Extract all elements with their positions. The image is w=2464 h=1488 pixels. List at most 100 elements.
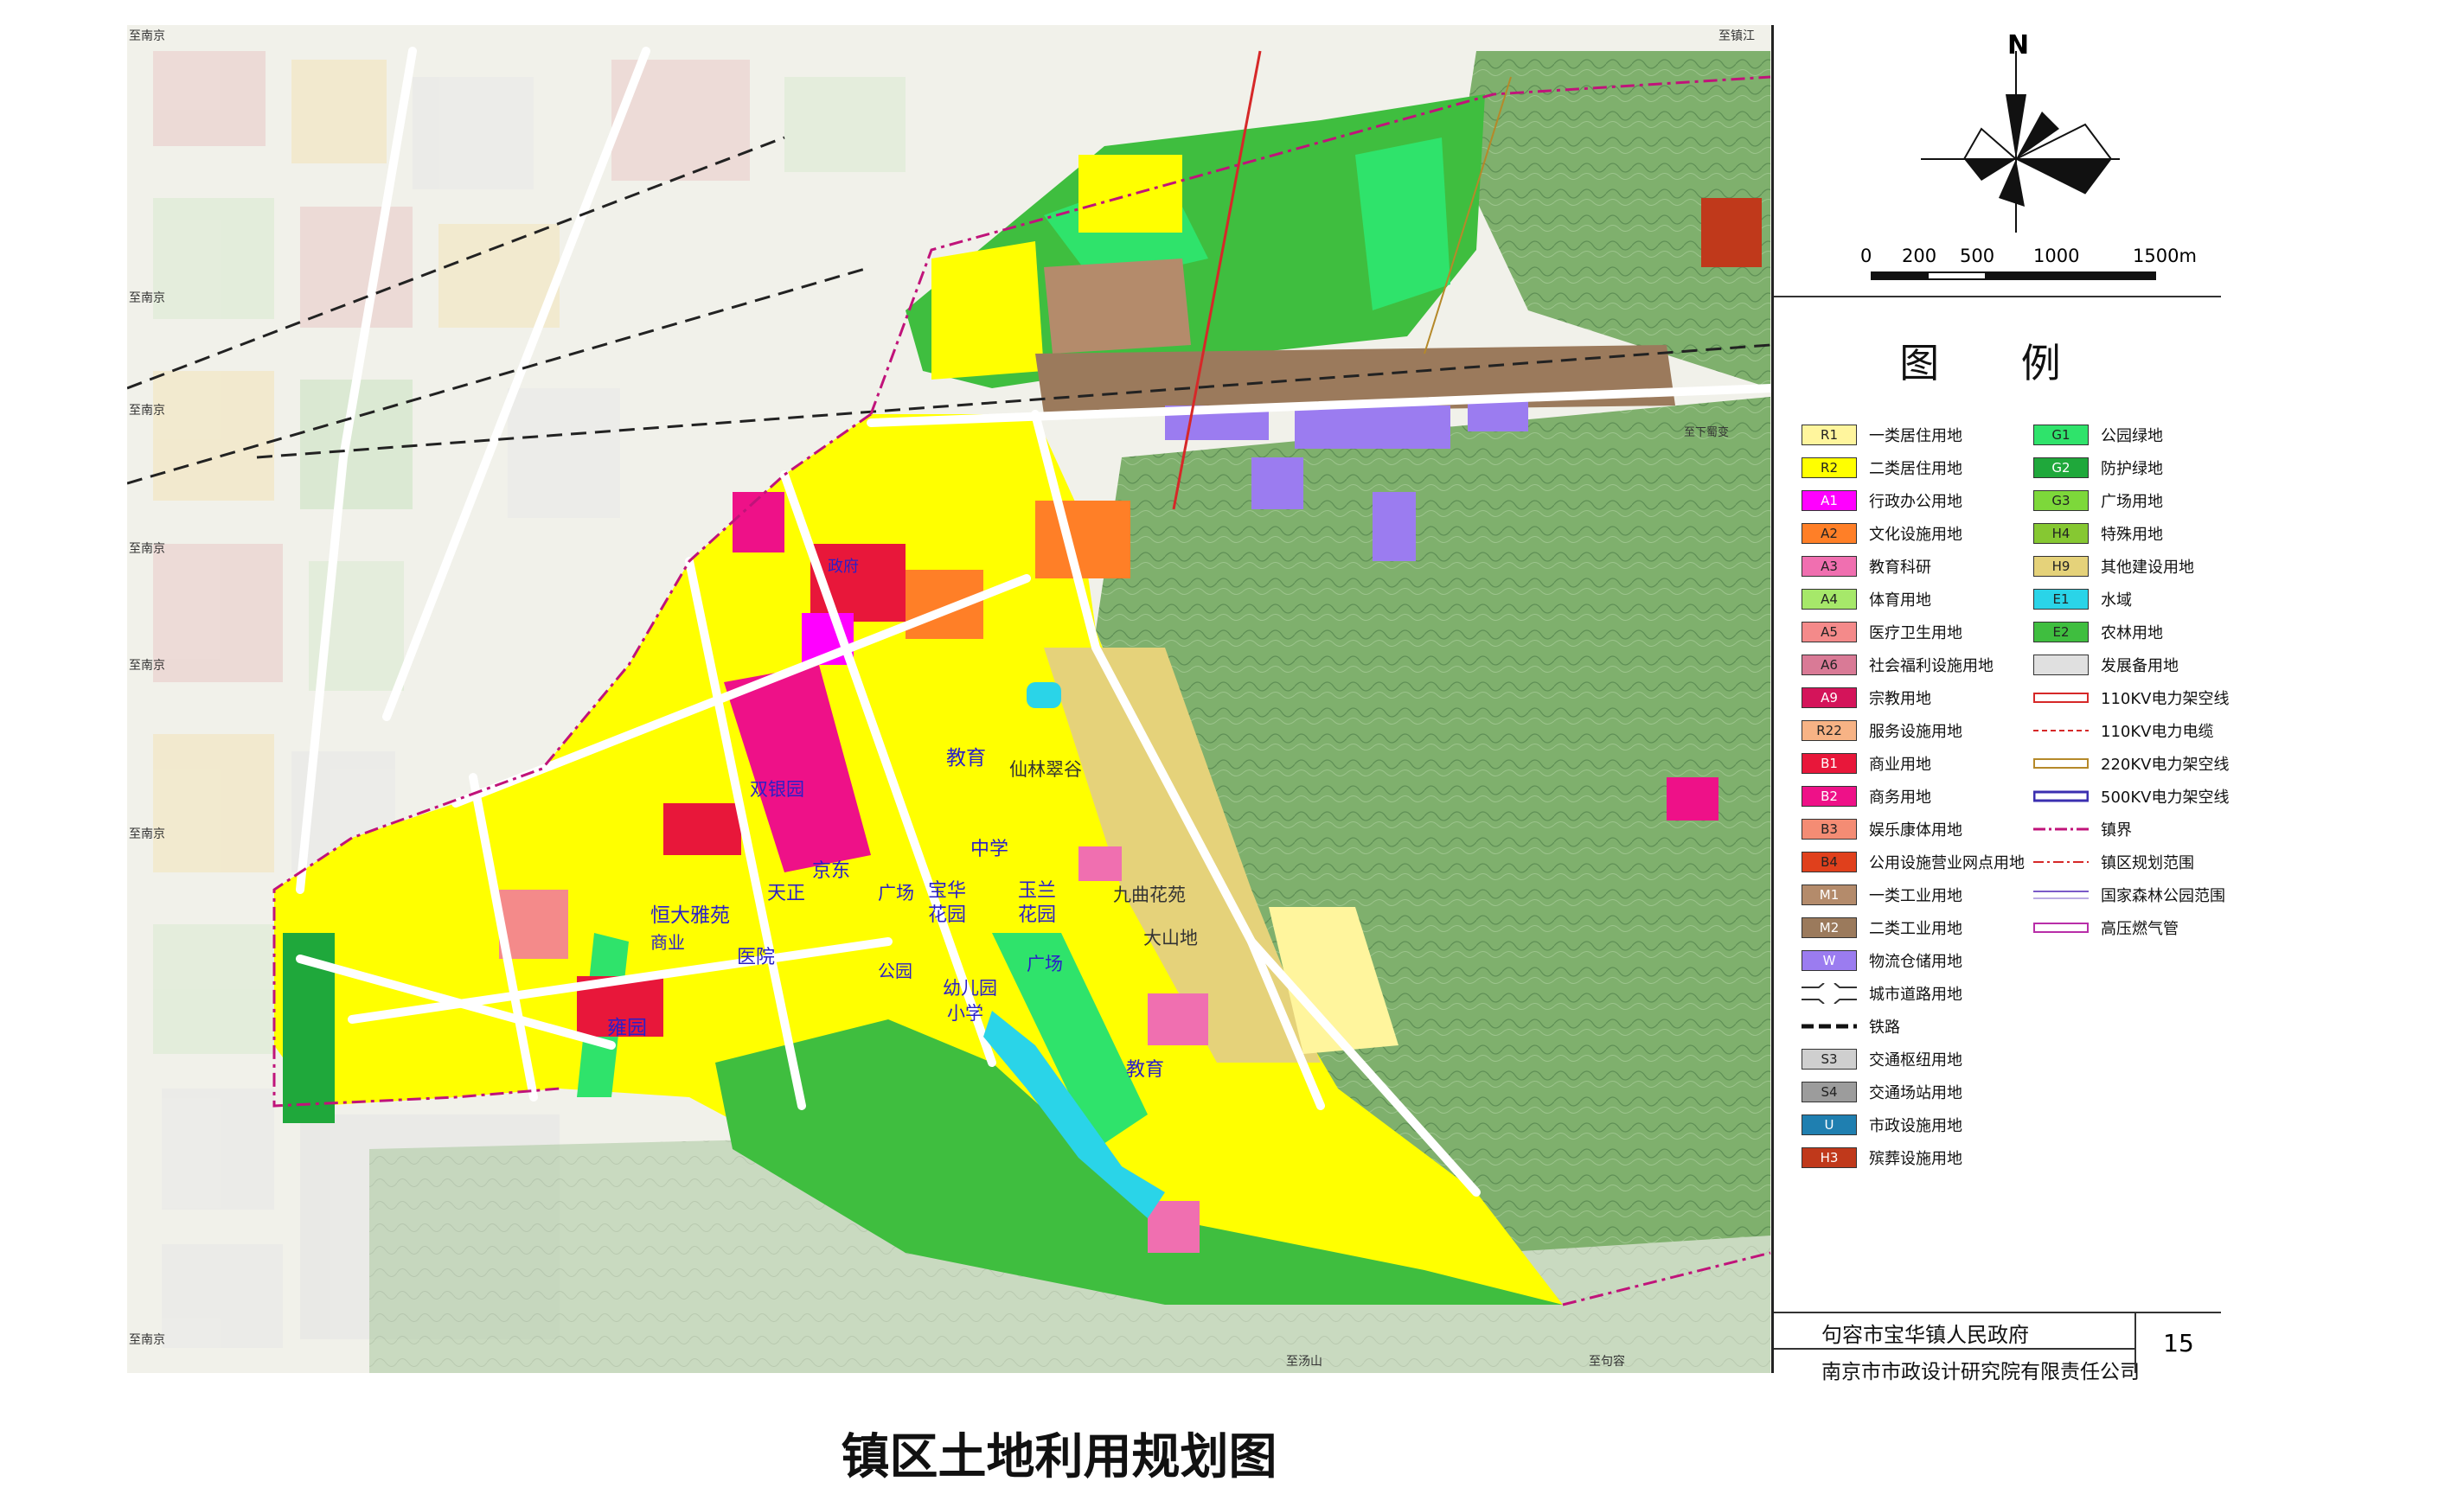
legend-item: W 物流仓储用地 <box>1802 948 1962 974</box>
legend-swatch: G2 <box>2033 457 2089 478</box>
line-swatch <box>2033 852 2089 872</box>
compass: N <box>1904 30 2128 233</box>
place-label: 九曲花苑 <box>1113 884 1186 905</box>
legend-item: 发展备用地 <box>2033 652 2179 678</box>
place-label: 京东 <box>812 860 851 882</box>
legend-swatch: A5 <box>1802 622 1857 642</box>
place-label: 广场 <box>1027 954 1063 974</box>
legend-panel: N 0 200 500 1000 1500m 图 例 R1 一类居住用地 R2 二类… <box>1771 25 2229 1383</box>
legend-swatch: H3 <box>1802 1147 1857 1168</box>
edge-label: 至南京 <box>129 291 165 305</box>
place-label-layer: 京东 天正 恒大雅苑 商业 医院 雍园 政府 双银园 教育 仙林翠谷 中学 广场… <box>127 25 1771 1373</box>
legend-item: A2 文化设施用地 <box>1802 520 1962 546</box>
place-label: 小学 <box>947 1003 983 1024</box>
road-swatch <box>1802 982 1857 1005</box>
legend-swatch: A9 <box>1802 687 1857 708</box>
legend-swatch <box>2033 655 2089 675</box>
place-label: 幼儿园 <box>943 978 997 999</box>
legend-item: U 市政设施用地 <box>1802 1112 1962 1138</box>
legend-swatch: B2 <box>1802 786 1857 807</box>
neighbour-city-blocks <box>153 51 906 1348</box>
legend-swatch: U <box>1802 1114 1857 1135</box>
railways <box>126 136 1771 485</box>
legend-item: A1 行政办公用地 <box>1802 488 1962 514</box>
legend-title: 图 例 <box>1899 340 2096 386</box>
place-label: 天正 <box>767 883 806 904</box>
footer-separator <box>1774 1348 2134 1350</box>
legend-swatch: G1 <box>2033 425 2089 445</box>
legend-item: A5 医疗卫生用地 <box>1802 619 1962 645</box>
legend-item: 220KV电力架空线 <box>2033 750 2229 776</box>
legend-item: 铁路 <box>1802 1013 1900 1039</box>
legend-item: G2 防护绿地 <box>2033 455 2163 481</box>
legend-item: E1 水域 <box>2033 586 2132 612</box>
eastern-mountain <box>1096 397 1770 1253</box>
road-network <box>296 47 1775 1197</box>
legend-item: S4 交通场站用地 <box>1802 1079 1962 1105</box>
line-swatch <box>2033 884 2089 905</box>
legend-item: S3 交通枢纽用地 <box>1802 1046 1962 1072</box>
railway-swatch <box>1802 1016 1857 1037</box>
place-label: 中学 <box>970 839 1009 860</box>
legend-item: 110KV电力架空线 <box>2033 685 2229 711</box>
legend-swatch: E1 <box>2033 589 2089 610</box>
legend-item: A6 社会福利设施用地 <box>1802 652 1994 678</box>
legend-item: G3 广场用地 <box>2033 488 2163 514</box>
legend-item: B2 商务用地 <box>1802 783 1931 809</box>
legend-swatch: A1 <box>1802 490 1857 511</box>
edge-label: 至南京 <box>129 542 165 556</box>
legend-swatch: E2 <box>2033 622 2089 642</box>
legend-item: R22 服务设施用地 <box>1802 718 1962 744</box>
legend-item: 镇区规划范围 <box>2033 849 2194 875</box>
edge-label: 至汤山 <box>1286 1355 1322 1369</box>
legend-item: 镇界 <box>2033 816 2132 842</box>
legend-item: B4 公用设施营业网点用地 <box>1802 849 2025 875</box>
legend-swatch: A4 <box>1802 589 1857 610</box>
legend-swatch: R1 <box>1802 425 1857 445</box>
legend-item: 城市道路用地 <box>1802 980 1962 1006</box>
place-label: 仙林翠谷 <box>1009 759 1082 780</box>
edge-label: 至南京 <box>129 659 165 673</box>
legend-swatch: R22 <box>1802 720 1857 741</box>
place-label: 宝华花园 <box>928 880 967 926</box>
legend-swatch: A3 <box>1802 556 1857 577</box>
power-line-110kv <box>1172 50 1262 510</box>
place-label: 双银园 <box>750 779 804 800</box>
legend-swatch: B1 <box>1802 753 1857 774</box>
legend-item: A3 教育科研 <box>1802 553 1931 579</box>
legend-swatch: A2 <box>1802 523 1857 544</box>
legend-item: 高压燃气管 <box>2033 915 2179 941</box>
footer-separator <box>1774 1312 2221 1313</box>
legend-item: M2 二类工业用地 <box>1802 915 1962 941</box>
legend-item: E2 农林用地 <box>2033 619 2163 645</box>
legend-swatch: G3 <box>2033 490 2089 511</box>
legend-swatch: S3 <box>1802 1049 1857 1070</box>
town-boundary <box>272 75 1771 1306</box>
legend-swatch: A6 <box>1802 655 1857 675</box>
edge-label: 至南京 <box>129 827 165 841</box>
edge-label: 至南京 <box>129 29 165 43</box>
line-swatch <box>2033 753 2089 774</box>
place-label: 恒大雅苑 <box>650 904 730 927</box>
place-label: 教育 <box>946 747 986 770</box>
legend-swatch: M1 <box>1802 884 1857 905</box>
scale-bar: 0 200 500 1000 1500m <box>1860 246 2206 297</box>
legend-swatch: R2 <box>1802 457 1857 478</box>
legend-item: B1 商业用地 <box>1802 750 1931 776</box>
legend-swatch: W <box>1802 950 1857 971</box>
legend-swatch: B4 <box>1802 852 1857 872</box>
legend-swatch: H4 <box>2033 523 2089 544</box>
legend-item: B3 娱乐康体用地 <box>1802 816 1962 842</box>
line-swatch <box>2033 720 2089 741</box>
legend-swatch: S4 <box>1802 1082 1857 1102</box>
legend-item: M1 一类工业用地 <box>1802 882 1962 908</box>
legend-item: A9 宗教用地 <box>1802 685 1931 711</box>
legend-item: H4 特殊用地 <box>2033 520 2163 546</box>
legend-item: A4 体育用地 <box>1802 586 1931 612</box>
legend-item: 110KV电力电缆 <box>2033 718 2213 744</box>
legend-swatch: M2 <box>1802 917 1857 938</box>
legend-item: H9 其他建设用地 <box>2033 553 2194 579</box>
legend-item: R1 一类居住用地 <box>1802 422 1962 448</box>
legend-separator <box>1774 296 2221 297</box>
land-use-map: 京东 天正 恒大雅苑 商业 医院 雍园 政府 双银园 教育 仙林翠谷 中学 广场… <box>126 25 1775 1373</box>
